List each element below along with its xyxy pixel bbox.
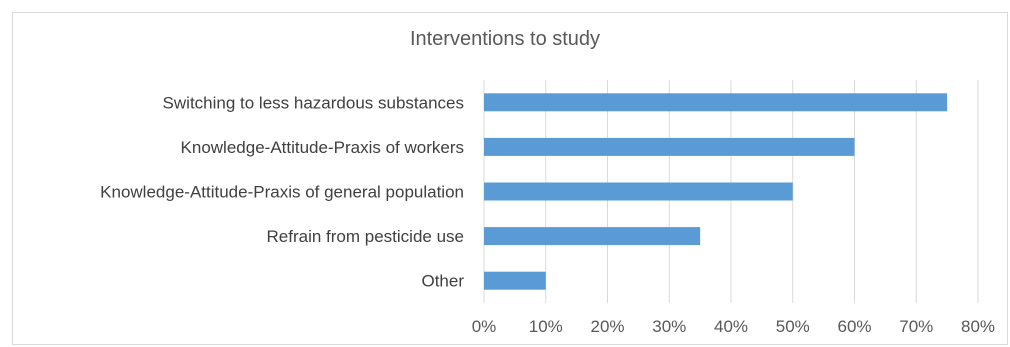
x-tick-label: 60% [837,317,871,336]
bar [484,271,546,290]
x-tick-label: 70% [899,317,933,336]
bar [484,227,701,246]
bar [484,137,855,156]
x-tick-label: 80% [961,317,995,336]
category-label: Knowledge-Attitude-Praxis of workers [181,138,464,157]
category-label: Other [421,272,464,291]
category-label: Refrain from pesticide use [267,227,464,246]
x-tick-label: 10% [529,317,563,336]
x-tick-label: 20% [590,317,624,336]
x-tick-label: 30% [652,317,686,336]
x-tick-label: 40% [714,317,748,336]
bar [484,182,793,201]
bar [484,93,948,112]
category-label: Knowledge-Attitude-Praxis of general pop… [100,183,464,202]
x-tick-label: 0% [472,317,497,336]
x-tick-label: 50% [776,317,810,336]
chart-title: Interventions to study [409,28,601,50]
category-label: Switching to less hazardous substances [163,93,464,112]
